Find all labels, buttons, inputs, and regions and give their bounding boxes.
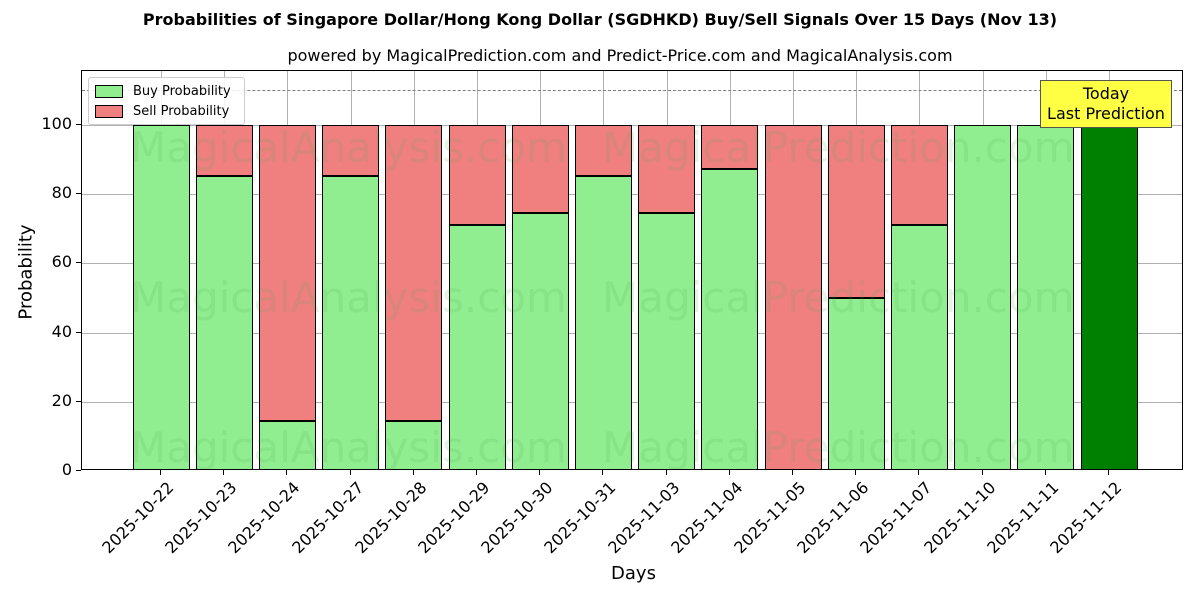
- buy-segment: [954, 125, 1012, 469]
- sell-segment: [638, 125, 696, 214]
- y-tick-mark: [76, 262, 81, 264]
- bar-2025-11-07: [890, 71, 948, 469]
- sell-segment: [764, 125, 822, 469]
- x-tick-mark: [349, 470, 351, 475]
- chart-subtitle: powered by MagicalPrediction.com and Pre…: [287, 46, 953, 65]
- bar-2025-11-10: [954, 71, 1012, 469]
- chart-title: Probabilities of Singapore Dollar/Hong K…: [142, 10, 1058, 29]
- legend-item-buy: Buy Probability: [95, 82, 231, 100]
- annotation-line1: Today: [1082, 84, 1130, 103]
- reference-line: [82, 90, 1182, 92]
- legend-item-sell: Sell Probability: [95, 102, 229, 120]
- bar-2025-10-27: [322, 71, 380, 469]
- gridline-horizontal: [82, 332, 1182, 334]
- bar-2025-11-06: [827, 71, 885, 469]
- legend-sell-label: Sell Probability: [133, 103, 230, 119]
- y-tick-label: 80: [51, 183, 72, 203]
- buy-segment: [258, 420, 316, 469]
- legend: Buy Probability Sell Probability: [88, 77, 245, 125]
- buy-segment: [1080, 125, 1138, 469]
- x-tick-mark: [981, 470, 983, 475]
- y-tick-mark: [76, 400, 81, 402]
- bar-2025-10-30: [511, 71, 569, 469]
- sell-segment: [511, 125, 569, 214]
- y-tick-label: 60: [51, 252, 72, 272]
- buy-segment: [448, 225, 506, 469]
- sell-swatch-icon: [95, 104, 123, 118]
- bar-2025-10-28: [385, 71, 443, 469]
- x-tick-mark: [412, 470, 414, 475]
- y-axis-label: Probability: [15, 224, 37, 320]
- buy-segment: [574, 175, 632, 469]
- sell-segment: [322, 125, 380, 176]
- gridline-horizontal: [82, 263, 1182, 265]
- bar-2025-10-23: [195, 71, 253, 469]
- buy-segment: [890, 225, 948, 469]
- x-tick-mark: [160, 470, 161, 475]
- sell-segment: [827, 125, 885, 298]
- bar-2025-10-24: [258, 71, 316, 469]
- x-tick-mark: [1108, 470, 1109, 475]
- bar-2025-11-11: [1017, 71, 1075, 469]
- y-tick-mark: [76, 331, 81, 333]
- y-tick-mark: [76, 124, 81, 125]
- buy-segment: [827, 298, 885, 469]
- x-tick-mark: [665, 470, 667, 475]
- sell-segment: [385, 125, 443, 421]
- bar-2025-11-05: [764, 71, 822, 469]
- buy-segment: [511, 213, 569, 469]
- buy-segment: [638, 213, 696, 469]
- bar-2025-11-04: [701, 71, 759, 469]
- sell-segment: [448, 125, 506, 226]
- bar-2025-10-22: [132, 71, 190, 469]
- gridline-horizontal: [82, 401, 1182, 403]
- y-tick-label: 20: [51, 390, 72, 410]
- bar-2025-11-03: [638, 71, 696, 469]
- y-tick-label: 100: [41, 114, 72, 133]
- y-tick-mark: [76, 193, 81, 195]
- x-tick-mark: [286, 470, 288, 475]
- x-tick-mark: [792, 470, 793, 475]
- legend-buy-label: Buy Probability: [133, 83, 231, 99]
- bar-2025-10-29: [448, 71, 506, 469]
- x-tick-mark: [602, 470, 604, 475]
- x-tick-mark: [1044, 470, 1046, 475]
- buy-segment: [701, 169, 759, 469]
- annotation-line2: Last Prediction: [1047, 104, 1165, 123]
- buy-segment: [132, 125, 190, 469]
- sell-segment: [701, 125, 759, 170]
- buy-segment: [195, 175, 253, 469]
- buy-segment: [385, 420, 443, 469]
- bar-2025-10-31: [574, 71, 632, 469]
- sell-segment: [890, 125, 948, 226]
- x-tick-mark: [855, 470, 857, 475]
- sell-segment: [258, 125, 316, 421]
- bar-2025-11-12: [1080, 71, 1138, 469]
- sell-segment: [574, 125, 632, 176]
- buy-swatch-icon: [95, 84, 123, 98]
- buy-segment: [1017, 125, 1075, 469]
- today-annotation: Today Last Prediction: [1040, 80, 1172, 128]
- gridline-horizontal: [82, 194, 1182, 196]
- x-tick-mark: [223, 470, 225, 475]
- x-tick-mark: [476, 470, 477, 475]
- x-tick-mark: [539, 470, 541, 475]
- x-tick-mark: [728, 470, 730, 475]
- x-tick-mark: [918, 470, 920, 475]
- y-tick-mark: [76, 470, 81, 471]
- plot-area: MagicalAnalysis.comMagicalPrediction.com…: [81, 70, 1183, 470]
- buy-segment: [322, 175, 380, 469]
- y-tick-label: 0: [61, 460, 72, 479]
- y-tick-label: 40: [51, 321, 72, 341]
- x-axis-label: Days: [611, 563, 656, 584]
- sell-segment: [195, 125, 253, 176]
- gridline-horizontal: [82, 125, 1182, 126]
